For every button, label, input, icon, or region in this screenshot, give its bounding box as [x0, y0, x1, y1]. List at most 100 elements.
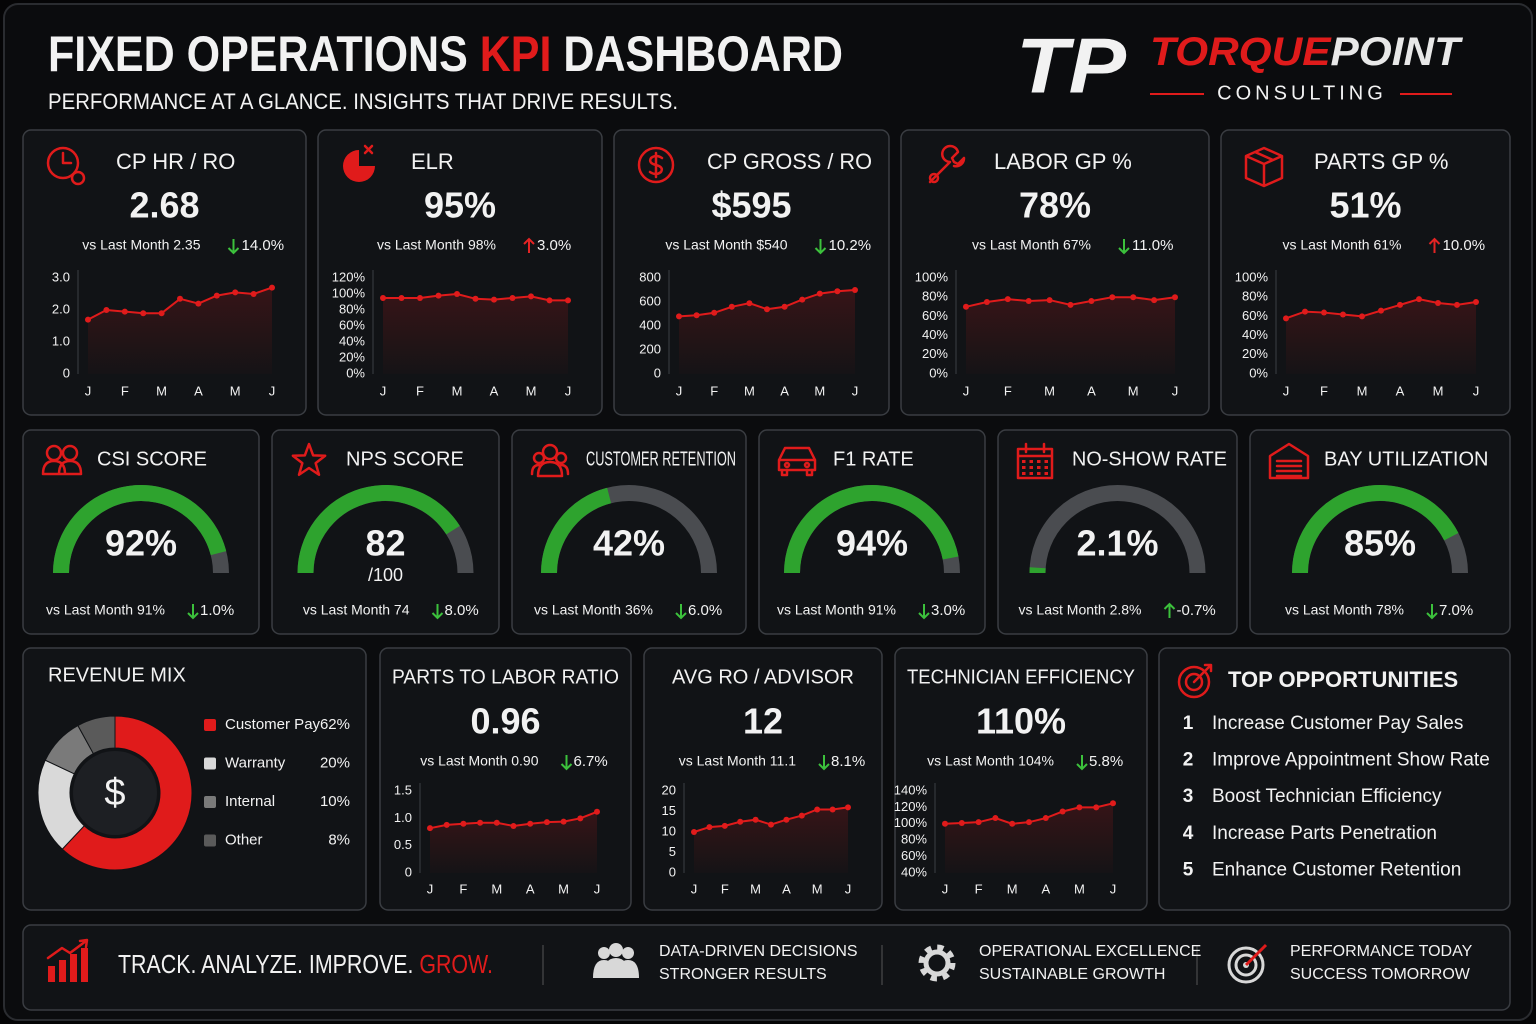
- block-line-accent: SUCCESS TOMORROW: [1290, 966, 1471, 983]
- opportunities-card: [1158, 647, 1511, 911]
- kpi-value: 78%: [1019, 185, 1091, 226]
- kpi-title: AVG RO / ADVISOR: [672, 666, 854, 688]
- point: [1004, 296, 1011, 303]
- compare: vs Last Month 98%: [377, 237, 496, 253]
- y-tick-label: 60%: [339, 317, 365, 332]
- opportunity-rank: 4: [1183, 823, 1194, 844]
- dollar-icon: [637, 146, 675, 184]
- point: [546, 297, 553, 304]
- point: [528, 293, 534, 300]
- point: [676, 313, 682, 320]
- clock-icon: [46, 146, 86, 186]
- gauge-value: 42%: [593, 523, 665, 564]
- x-tick-label: J: [594, 881, 601, 896]
- legend-value: 20%: [320, 754, 350, 771]
- y-tick-label: 1.0: [52, 333, 70, 348]
- icon-stroke: [530, 460, 570, 478]
- box-icon: [1244, 146, 1284, 188]
- point: [834, 288, 841, 295]
- point: [380, 295, 386, 301]
- point: [737, 818, 744, 825]
- point: [140, 310, 147, 317]
- x-tick-label: M: [156, 383, 167, 398]
- y-tick-label: 800: [639, 269, 661, 284]
- x-tick-label: A: [1396, 383, 1405, 398]
- slogan: TRACK. ANALYZE. IMPROVE. GROW.: [118, 949, 493, 979]
- kpi-title: CP GROSS / RO: [707, 149, 872, 174]
- point: [510, 822, 517, 829]
- x-tick-label: J: [845, 881, 852, 896]
- gauge-card: [997, 429, 1238, 635]
- point: [460, 820, 467, 827]
- x-tick-label: M: [526, 383, 537, 398]
- icon-fill: [1037, 472, 1041, 475]
- point: [1151, 297, 1158, 304]
- y-tick-label: 100%: [915, 269, 949, 284]
- icon-stroke: [780, 468, 814, 477]
- point: [577, 815, 584, 822]
- point: [975, 819, 982, 826]
- legend-label: Other: [225, 831, 263, 848]
- y-tick-label: 120%: [332, 269, 366, 284]
- gauge-value: 82: [365, 523, 405, 564]
- x-tick-label: J: [380, 383, 387, 398]
- growth-icon: [46, 938, 89, 982]
- opportunity-text: Improve Appointment Show Rate: [1212, 750, 1490, 771]
- y-tick-label: 40%: [339, 333, 365, 348]
- icon-stroke: [1244, 146, 1284, 188]
- brand-name: TORQUE POINT: [1150, 30, 1464, 74]
- change-arrow: [523, 237, 535, 253]
- change-arrow: [227, 239, 240, 255]
- change: 8.1%: [831, 753, 865, 770]
- x-tick-label: F: [1004, 383, 1012, 398]
- point: [1059, 808, 1066, 815]
- y-tick-label: 140%: [894, 782, 928, 797]
- y-tick-label: 600: [639, 293, 661, 308]
- group-icon: [530, 443, 570, 478]
- x-tick-label: J: [963, 383, 970, 398]
- point: [852, 287, 858, 293]
- gauge-fill: [53, 485, 227, 574]
- change: 10.2%: [829, 237, 872, 254]
- kpi-value: 51%: [1329, 185, 1401, 226]
- y-tick-label: 40%: [1242, 327, 1268, 342]
- y-tick-label: 20%: [1242, 346, 1268, 361]
- x-tick-label: A: [782, 881, 791, 896]
- point: [269, 284, 275, 291]
- kpi-title: LABOR GP %: [994, 149, 1132, 174]
- point: [829, 806, 836, 813]
- opportunity-rank: 2: [1183, 750, 1194, 771]
- point: [491, 296, 497, 303]
- x-tick-label: M: [452, 383, 463, 398]
- point: [963, 303, 969, 310]
- point: [798, 812, 805, 819]
- point: [443, 821, 450, 828]
- kpi-value: 0.96: [470, 701, 540, 742]
- gauge-title: NO-SHOW RATE: [1072, 448, 1227, 470]
- line-area: [966, 297, 1175, 374]
- change-arrow: [1076, 755, 1088, 771]
- point: [992, 815, 999, 822]
- brand-sub: CONSULTING: [1217, 82, 1387, 104]
- change: 11.0%: [1132, 237, 1173, 254]
- point: [1042, 815, 1049, 822]
- point: [799, 296, 806, 303]
- gauge-fill: [541, 487, 612, 574]
- icon-fill: [1044, 460, 1048, 463]
- slogan-text: TRACK. ANALYZE. IMPROVE.: [118, 949, 413, 979]
- point: [746, 300, 753, 307]
- point: [1093, 804, 1100, 811]
- point: [454, 291, 460, 297]
- x-tick-label: J: [565, 383, 572, 398]
- gauge-track: [1029, 485, 1206, 574]
- icon-stroke: [70, 170, 86, 186]
- point: [693, 312, 700, 319]
- icon-stroke: [46, 146, 80, 180]
- icon-stroke: [1184, 672, 1204, 692]
- gear-icon: [918, 944, 956, 982]
- y-tick-label: 0: [654, 365, 661, 380]
- point: [768, 821, 774, 828]
- point: [1359, 313, 1365, 320]
- point: [1088, 298, 1095, 305]
- gauge-title: NPS SCORE: [346, 448, 464, 470]
